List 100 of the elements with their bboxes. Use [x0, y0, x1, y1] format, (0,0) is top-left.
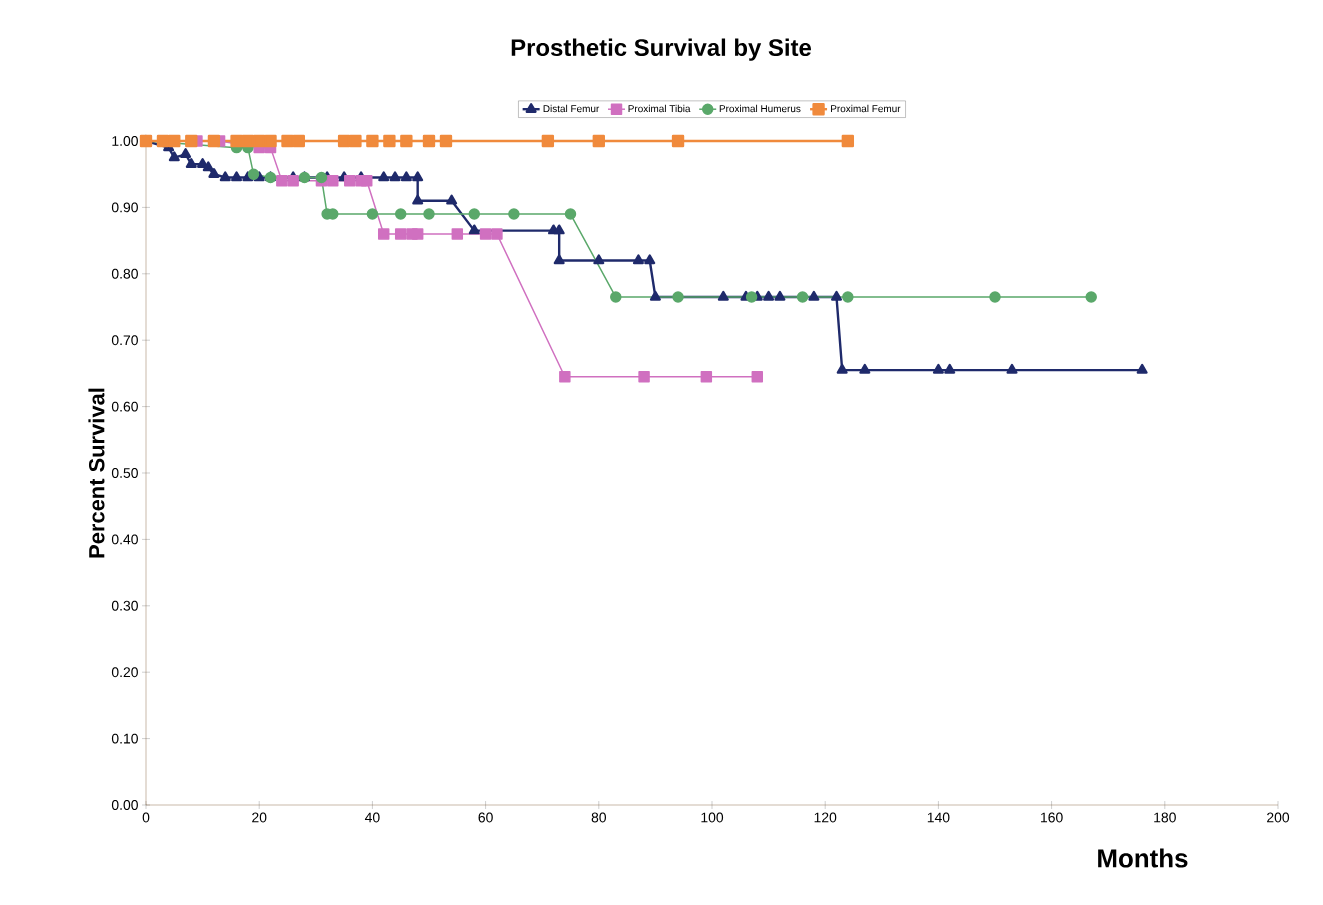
- point: [168, 151, 180, 162]
- point: [644, 254, 656, 265]
- point: [592, 134, 605, 148]
- point: [327, 175, 339, 187]
- point: [185, 134, 198, 148]
- point: [553, 254, 565, 265]
- point: [400, 171, 412, 182]
- y-tick-label: 0.90: [111, 202, 138, 213]
- y-tick-label: 0.70: [111, 335, 138, 346]
- point: [479, 228, 492, 240]
- y-axis-title: Percent Survival: [88, 388, 105, 558]
- point: [219, 171, 231, 182]
- x-axis-title: Months: [1098, 848, 1188, 868]
- x-tick-label: 120: [814, 812, 837, 823]
- point: [439, 134, 453, 148]
- point: [672, 291, 684, 303]
- y-tick-label: 0.60: [111, 401, 138, 412]
- point: [632, 254, 644, 265]
- point: [207, 134, 221, 148]
- point: [253, 134, 266, 148]
- point: [541, 134, 555, 148]
- point: [383, 134, 396, 148]
- point: [944, 363, 956, 374]
- point: [842, 291, 854, 303]
- point: [491, 228, 503, 240]
- point: [610, 291, 622, 303]
- y-tick-label: 1.00: [112, 136, 138, 146]
- y-tick-label: 0.10: [111, 733, 138, 744]
- point: [168, 134, 181, 148]
- x-tick-label: 140: [927, 812, 950, 823]
- point: [989, 291, 1001, 303]
- point: [808, 290, 820, 301]
- point: [700, 370, 713, 383]
- point: [231, 171, 243, 182]
- legend-label: Distal Femur: [543, 104, 600, 113]
- chart-title: Prosthetic Survival by Site: [511, 38, 811, 61]
- point: [468, 224, 480, 235]
- point: [564, 208, 577, 220]
- point: [559, 370, 571, 383]
- point: [378, 171, 390, 182]
- y-tick-label: 0.40: [111, 534, 138, 545]
- point: [553, 224, 565, 235]
- point: [208, 168, 220, 178]
- point: [717, 290, 729, 301]
- x-tick-label: 80: [591, 812, 607, 823]
- y-tick-label: 0.00: [111, 800, 138, 810]
- x-tick-label: 60: [478, 812, 493, 823]
- point: [649, 290, 661, 301]
- point: [1136, 363, 1148, 374]
- legend-label: Proximal Humerus: [719, 104, 801, 113]
- point: [423, 208, 435, 220]
- point: [389, 171, 401, 182]
- point: [932, 363, 944, 374]
- point: [315, 171, 328, 184]
- point: [185, 158, 197, 168]
- legend-label: Proximal Tibia: [628, 104, 691, 113]
- point: [180, 148, 192, 158]
- point: [508, 208, 520, 220]
- point: [593, 254, 605, 265]
- point: [411, 228, 424, 240]
- point: [638, 370, 650, 383]
- x-tick-label: 180: [1154, 812, 1176, 823]
- point: [1006, 363, 1018, 374]
- point: [422, 134, 436, 148]
- point: [276, 175, 288, 187]
- x-tick-label: 160: [1041, 812, 1063, 823]
- point: [751, 370, 764, 383]
- point: [366, 134, 379, 148]
- point: [774, 290, 786, 301]
- point: [745, 291, 758, 303]
- x-tick-label: 200: [1267, 812, 1290, 823]
- y-tick-label: 0.80: [111, 268, 138, 279]
- point: [366, 208, 379, 220]
- point: [247, 168, 260, 180]
- point: [202, 161, 214, 172]
- y-tick-label: 0.50: [111, 468, 138, 478]
- y-tick-label: 0.20: [111, 667, 138, 678]
- point: [412, 194, 424, 205]
- point: [292, 134, 305, 148]
- x-tick-label: 40: [364, 812, 380, 823]
- legend-label: Proximal Femur: [831, 104, 901, 113]
- point: [264, 134, 277, 148]
- x-tick-label: 0: [142, 812, 150, 823]
- point: [468, 208, 481, 220]
- point: [230, 134, 243, 148]
- point: [859, 363, 871, 374]
- point: [394, 208, 407, 220]
- point: [394, 228, 407, 240]
- point: [287, 175, 299, 187]
- point: [412, 171, 424, 182]
- point: [349, 134, 362, 148]
- point: [451, 228, 464, 240]
- point: [361, 175, 373, 187]
- point: [446, 194, 458, 205]
- point: [1085, 291, 1097, 303]
- point: [831, 290, 843, 301]
- x-tick-label: 100: [701, 812, 724, 823]
- point: [841, 134, 855, 148]
- point: [796, 291, 809, 303]
- point: [671, 134, 685, 148]
